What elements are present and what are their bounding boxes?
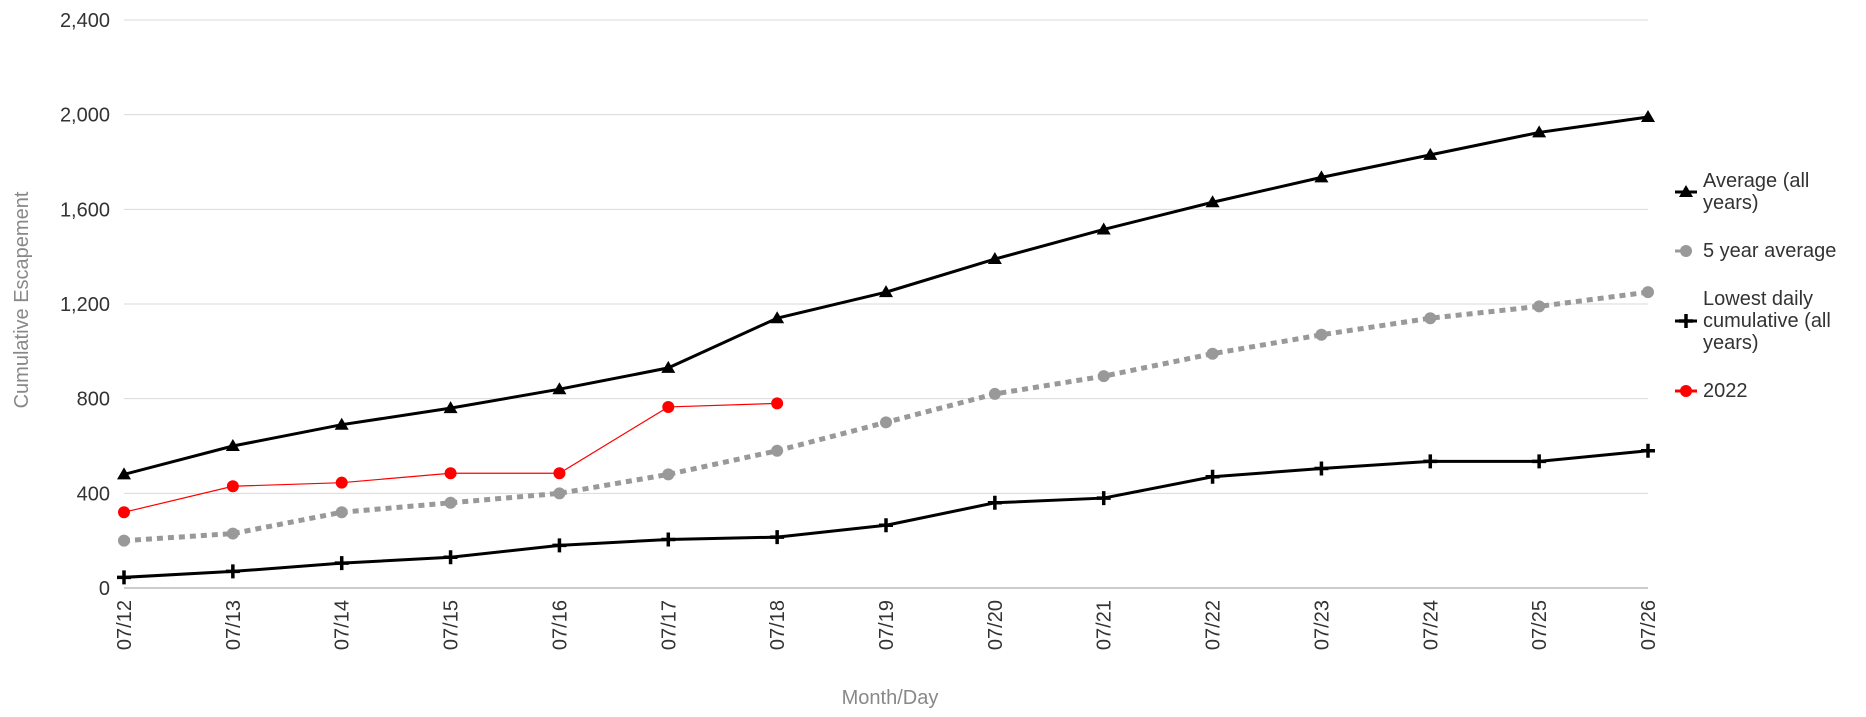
x-tick-label: 07/25 [1529,600,1551,650]
marker [662,468,675,481]
legend-label: Lowest daily cumulative (all years) [1703,288,1831,354]
marker [226,527,239,540]
marker [879,285,893,298]
x-tick-label: 07/12 [114,600,136,650]
marker [1097,370,1110,383]
marker [1205,195,1220,208]
marker [1532,454,1547,469]
x-tick-label: 07/14 [332,600,354,650]
legend-item: Lowest daily cumulative (all years) [1675,288,1865,354]
marker [987,252,1002,265]
marker [334,417,349,430]
marker [771,397,784,410]
marker [1641,110,1655,123]
x-tick-label: 07/17 [658,600,680,650]
y-tick-label: 1,600 [60,199,110,221]
legend-swatch [1675,385,1697,397]
x-tick-label: 07/22 [1203,600,1225,650]
x-axis-title: Month/Day [842,687,939,709]
legend-label: 5 year average [1703,240,1837,262]
y-tick-label: 1,200 [60,294,110,316]
marker [1423,147,1438,160]
marker [770,311,785,324]
marker [1096,222,1111,235]
series-line [123,402,778,513]
x-tick-label: 07/18 [767,600,789,650]
marker [1641,443,1655,458]
marker [771,444,784,457]
marker [552,538,567,553]
legend-label: Average (all years) [1703,170,1810,214]
x-tick-label: 07/19 [876,600,898,650]
legend-item: 2022 [1675,380,1865,402]
marker [880,416,892,429]
marker [335,476,348,489]
x-tick-label: 07/21 [1094,600,1116,650]
marker [1314,170,1329,183]
x-tick-label: 07/26 [1638,600,1660,650]
y-tick-label: 2,000 [60,105,110,127]
y-tick-label: 400 [77,483,110,505]
marker [117,467,131,480]
marker [443,401,458,414]
y-tick-label: 0 [99,578,110,600]
legend-swatch [1675,245,1697,257]
marker [226,480,239,493]
marker [661,360,676,373]
marker [1424,312,1437,325]
marker [770,530,785,545]
marker [334,556,349,571]
marker [225,439,240,451]
marker [225,564,240,579]
marker [552,382,567,395]
marker [1679,314,1693,328]
marker [1680,245,1692,257]
x-tick-label: 07/24 [1420,600,1442,650]
marker [1315,328,1328,341]
marker [1680,385,1692,397]
legend: Average (all years) 5 year average Lowest … [1675,170,1865,428]
marker [1533,300,1546,313]
y-tick-label: 800 [77,389,110,411]
x-tick-label: 07/23 [1311,600,1333,650]
x-tick-label: 07/20 [985,600,1007,650]
legend-swatch [1675,314,1697,328]
legend-item: 5 year average [1675,240,1865,262]
x-tick-label: 07/16 [549,600,571,650]
legend-label: 2022 [1703,380,1748,402]
x-tick-label: 07/13 [223,600,245,650]
marker [988,387,1001,400]
y-axis-title: Cumulative Escapement [11,191,33,408]
marker [118,506,130,519]
marker [444,496,457,509]
marker [1679,185,1693,197]
marker [987,495,1002,510]
marker [1206,347,1219,360]
marker [1532,125,1547,138]
legend-item: Average (all years) [1675,170,1865,214]
marker [1423,454,1438,469]
marker [1096,491,1111,506]
marker [1314,461,1329,476]
marker [1205,469,1220,484]
series-line [123,449,1649,579]
marker [117,570,131,585]
marker [118,534,130,547]
marker [553,467,566,480]
legend-swatch [1675,185,1697,197]
marker [661,532,676,547]
y-tick-label: 2,400 [60,10,110,32]
marker [553,487,566,500]
marker [444,467,457,480]
marker [662,400,675,413]
x-tick-label: 07/15 [441,600,463,650]
marker [443,550,458,565]
marker [1642,286,1654,299]
marker [879,518,893,533]
marker [335,506,348,519]
